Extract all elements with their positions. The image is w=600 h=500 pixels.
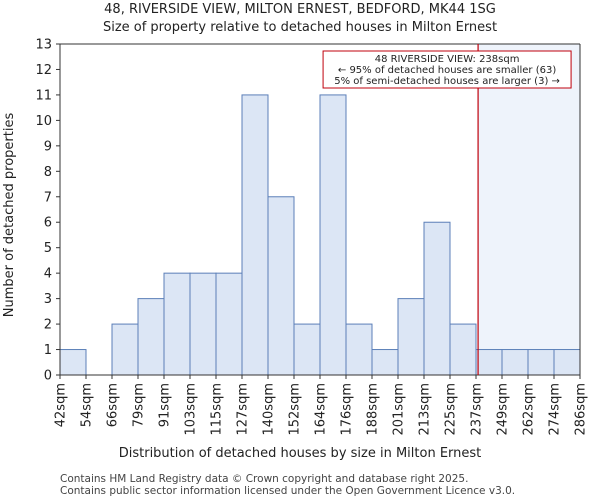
- bar: [345, 323, 373, 376]
- x-tick-label: 115sqm: [210, 383, 225, 436]
- x-tick-label: 79sqm: [132, 383, 147, 427]
- x-tick-label: 249sqm: [496, 383, 511, 436]
- bar: [397, 298, 425, 376]
- x-tick-label: 213sqm: [418, 383, 433, 436]
- x-tick-label: 42sqm: [54, 383, 69, 427]
- chart-title-line1: 48, RIVERSIDE VIEW, MILTON ERNEST, BEDFO…: [104, 2, 496, 17]
- y-tick-label: 3: [44, 292, 52, 307]
- bar: [475, 349, 503, 376]
- y-tick-label: 1: [44, 343, 52, 358]
- highlight-region: [478, 44, 580, 375]
- footer-line-2: Contains public sector information licen…: [60, 485, 516, 497]
- y-tick-label: 13: [35, 38, 52, 53]
- bar: [319, 94, 347, 376]
- bar: [111, 323, 139, 376]
- y-tick-label: 2: [44, 318, 52, 333]
- annotation-line-1: 48 RIVERSIDE VIEW: 238sqm: [375, 54, 520, 65]
- y-tick-label: 7: [44, 190, 52, 205]
- y-tick-label: 4: [44, 267, 52, 282]
- annotation-line-3: 5% of semi-detached houses are larger (3…: [334, 76, 560, 87]
- x-tick-label: 201sqm: [392, 383, 407, 436]
- bar: [501, 349, 529, 376]
- y-tick-label: 9: [44, 139, 52, 154]
- bar: [163, 272, 191, 376]
- y-tick-label: 6: [44, 216, 52, 231]
- x-tick-label: 54sqm: [80, 383, 95, 427]
- bar: [553, 349, 581, 376]
- x-tick-label: 164sqm: [314, 383, 329, 436]
- annotation-box: [322, 50, 572, 89]
- x-tick-label: 188sqm: [366, 383, 381, 436]
- y-tick-label: 8: [44, 165, 52, 180]
- bar: [241, 94, 269, 376]
- x-tick-label: 176sqm: [340, 383, 355, 436]
- x-tick-label: 237sqm: [470, 383, 485, 436]
- bar: [267, 196, 295, 376]
- x-tick-label: 66sqm: [106, 383, 121, 427]
- bar: [449, 323, 477, 376]
- chart: 48, RIVERSIDE VIEW, MILTON ERNEST, BEDFO…: [2, 2, 589, 461]
- bar: [59, 349, 87, 376]
- bar: [423, 221, 451, 376]
- y-tick-label: 12: [35, 63, 52, 78]
- x-tick-label: 274sqm: [548, 383, 563, 436]
- chart-title-line2: Size of property relative to detached ho…: [103, 20, 497, 35]
- x-tick-label: 140sqm: [262, 383, 277, 436]
- x-tick-label: 127sqm: [236, 383, 251, 436]
- x-tick-label: 103sqm: [184, 383, 199, 436]
- y-tick-label: 11: [35, 88, 52, 103]
- bar: [371, 349, 399, 376]
- bar: [189, 272, 217, 376]
- annotation-line-2: ← 95% of detached houses are smaller (63…: [338, 65, 556, 76]
- bar: [293, 323, 321, 376]
- x-tick-label: 286sqm: [574, 383, 589, 436]
- y-axis-label: Number of detached properties: [2, 113, 17, 318]
- x-axis-label: Distribution of detached houses by size …: [119, 446, 482, 461]
- y-tick-label: 5: [44, 241, 52, 256]
- x-tick-label: 225sqm: [444, 383, 459, 436]
- y-tick-label: 0: [44, 369, 52, 384]
- bar: [137, 298, 165, 376]
- x-tick-label: 262sqm: [522, 383, 537, 436]
- y-tick-label: 10: [35, 114, 52, 129]
- x-tick-label: 152sqm: [288, 383, 303, 436]
- footer-line-1: Contains HM Land Registry data © Crown c…: [60, 473, 469, 485]
- bar: [215, 272, 243, 376]
- x-tick-label: 91sqm: [158, 383, 173, 427]
- bar: [527, 349, 555, 376]
